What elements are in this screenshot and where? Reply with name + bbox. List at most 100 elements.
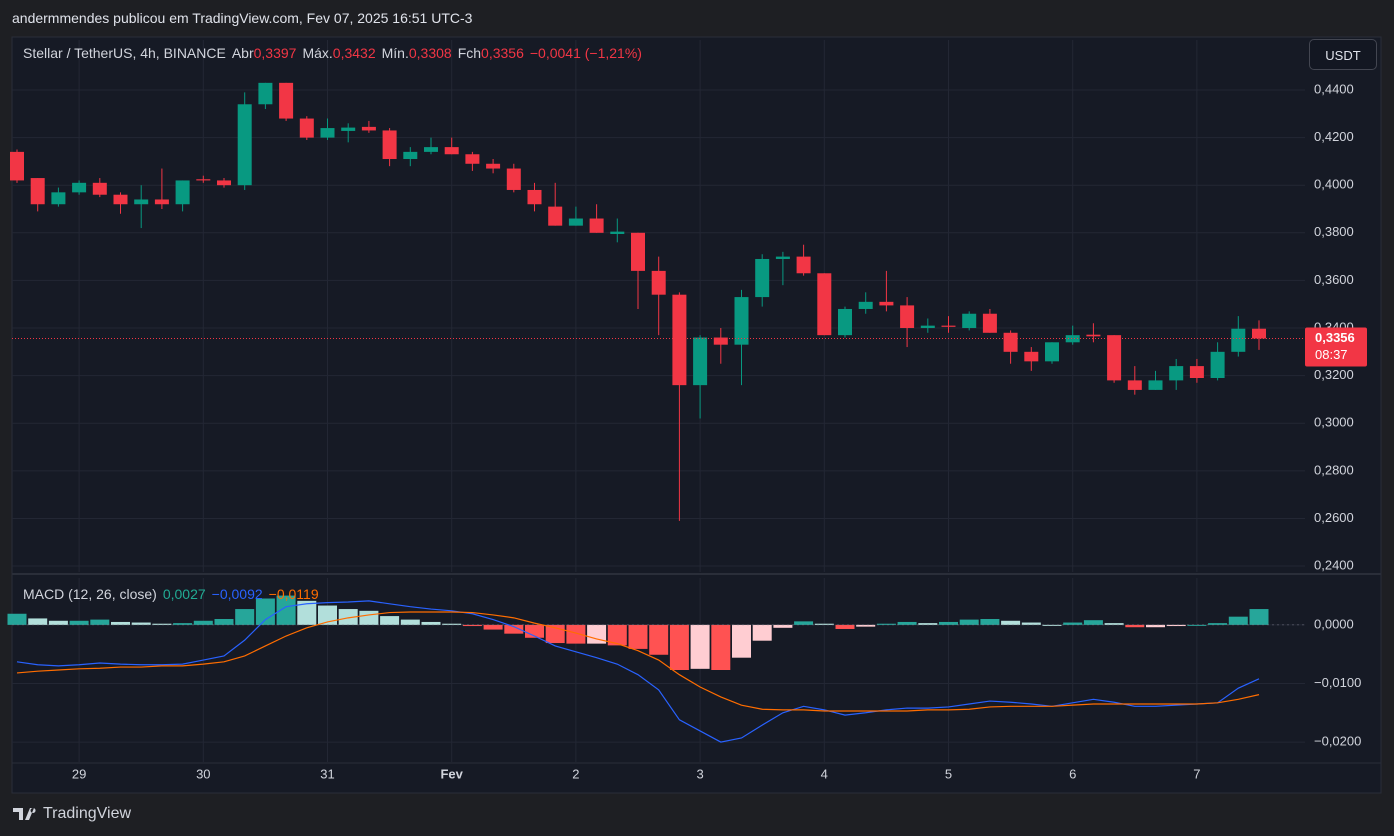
x-tick-label: 5 <box>945 766 952 781</box>
price-legend: Stellar / TetherUS, 4h, BINANCE Abr0,3397… <box>23 45 648 61</box>
candle-body <box>1003 332 1018 352</box>
histogram-bar <box>690 624 710 669</box>
last-price-box <box>1305 327 1367 367</box>
brand-logo <box>13 808 36 820</box>
histogram-bar <box>462 624 482 627</box>
histogram-bar <box>525 624 544 638</box>
histogram-bar <box>897 621 917 625</box>
histogram-bar <box>173 623 193 625</box>
candle-body <box>1024 351 1039 362</box>
histogram-bar <box>835 624 855 629</box>
candle-body <box>879 301 894 306</box>
candle-body <box>10 151 24 181</box>
histogram-bar <box>400 619 420 625</box>
y-tick-label: 0,2600 <box>1314 510 1354 525</box>
histogram-bar <box>1083 620 1103 625</box>
y-tick-label: −0,0100 <box>1314 675 1361 690</box>
candle-body <box>755 258 770 298</box>
histogram-bar <box>649 624 669 655</box>
x-tick-label: 30 <box>196 766 210 781</box>
histogram-bar <box>607 624 627 646</box>
histogram-bar <box>1001 620 1021 625</box>
candle-body <box>1107 335 1122 381</box>
candle-body <box>858 301 873 309</box>
histogram-bar <box>1042 624 1062 626</box>
x-tick-label: 29 <box>72 766 86 781</box>
histogram-bar <box>1104 623 1124 625</box>
histogram-bar <box>773 624 793 628</box>
candle-body <box>382 130 397 160</box>
candle-body <box>444 147 459 155</box>
candle-body <box>217 180 231 186</box>
histogram-bar <box>380 616 400 625</box>
candle-body <box>403 151 418 160</box>
candle-body <box>775 256 790 259</box>
y-tick-label: −0,0200 <box>1314 734 1361 749</box>
candle-body <box>361 126 376 131</box>
histogram-bar <box>856 624 876 627</box>
ohlc-label: Mín. <box>381 45 409 61</box>
histogram-bar <box>504 624 524 634</box>
macd-title: MACD (12, 26, close) <box>23 586 157 602</box>
y-tick-label: 0,4000 <box>1314 177 1354 192</box>
histogram-bar <box>359 610 379 625</box>
candle-body <box>1127 380 1142 390</box>
histogram-bar <box>69 620 89 625</box>
x-tick-label: 6 <box>1069 766 1076 781</box>
histogram-bar <box>732 624 751 658</box>
macd-legend: MACD (12, 26, close) 0,0027 −0,0092 −0,0119 <box>23 586 325 602</box>
histogram-bar <box>193 620 213 625</box>
candle-body <box>1148 380 1163 390</box>
histogram-bar <box>1228 616 1248 625</box>
candle-body <box>1252 328 1266 339</box>
header: andermmendes publicou em TradingView.com… <box>12 10 473 26</box>
histogram-bar <box>566 624 586 644</box>
ohlc-label: Máx. <box>302 45 333 61</box>
candle-body <box>817 273 832 336</box>
candle-body <box>651 270 666 295</box>
histogram-bar <box>959 619 979 625</box>
currency-button[interactable]: USDT <box>1309 39 1377 70</box>
candle-body <box>713 337 728 345</box>
histogram-bar <box>1146 624 1165 628</box>
candle-body <box>320 128 335 138</box>
histogram-bar <box>131 622 151 625</box>
histogram-bar <box>1021 622 1041 625</box>
candle-body <box>465 154 480 164</box>
candle-body <box>1169 366 1184 381</box>
ohlc-value: 0,3432 <box>332 45 376 61</box>
candle-body <box>1045 342 1059 362</box>
last-price-label: 0,3356 <box>1315 330 1355 345</box>
histogram-bar <box>587 624 607 644</box>
change: −0,0041 (−1,21%) <box>529 45 642 61</box>
histogram-bar <box>214 619 234 625</box>
brand: TradingView <box>13 805 131 823</box>
y-tick-label: 0,3200 <box>1314 367 1354 382</box>
histogram-bar <box>111 621 130 625</box>
ohlc-value: 0,3356 <box>481 45 524 61</box>
x-tick-label: 7 <box>1193 766 1200 781</box>
candle-body <box>113 194 128 205</box>
candle-body <box>734 297 749 345</box>
histogram-bar <box>1249 609 1269 625</box>
histogram-bar <box>28 618 48 625</box>
x-tick-label: 31 <box>320 766 334 781</box>
histogram-bar <box>442 623 462 625</box>
histogram-bar <box>794 621 814 625</box>
candle-body <box>258 82 273 105</box>
candle-body <box>1231 328 1246 352</box>
histogram-bar <box>1166 624 1186 627</box>
y-tick-label: 0,2400 <box>1314 557 1354 572</box>
y-tick-label: 0,4200 <box>1314 129 1354 144</box>
x-tick-label: 4 <box>821 766 828 781</box>
candle-body <box>196 179 211 181</box>
histogram-bar <box>1208 623 1228 625</box>
macd-line <box>16 611 1260 712</box>
candle-body <box>548 206 563 226</box>
histogram-bar <box>90 619 110 625</box>
candle-body <box>341 127 356 131</box>
histogram-bar <box>421 621 441 625</box>
candle-body <box>299 118 314 138</box>
